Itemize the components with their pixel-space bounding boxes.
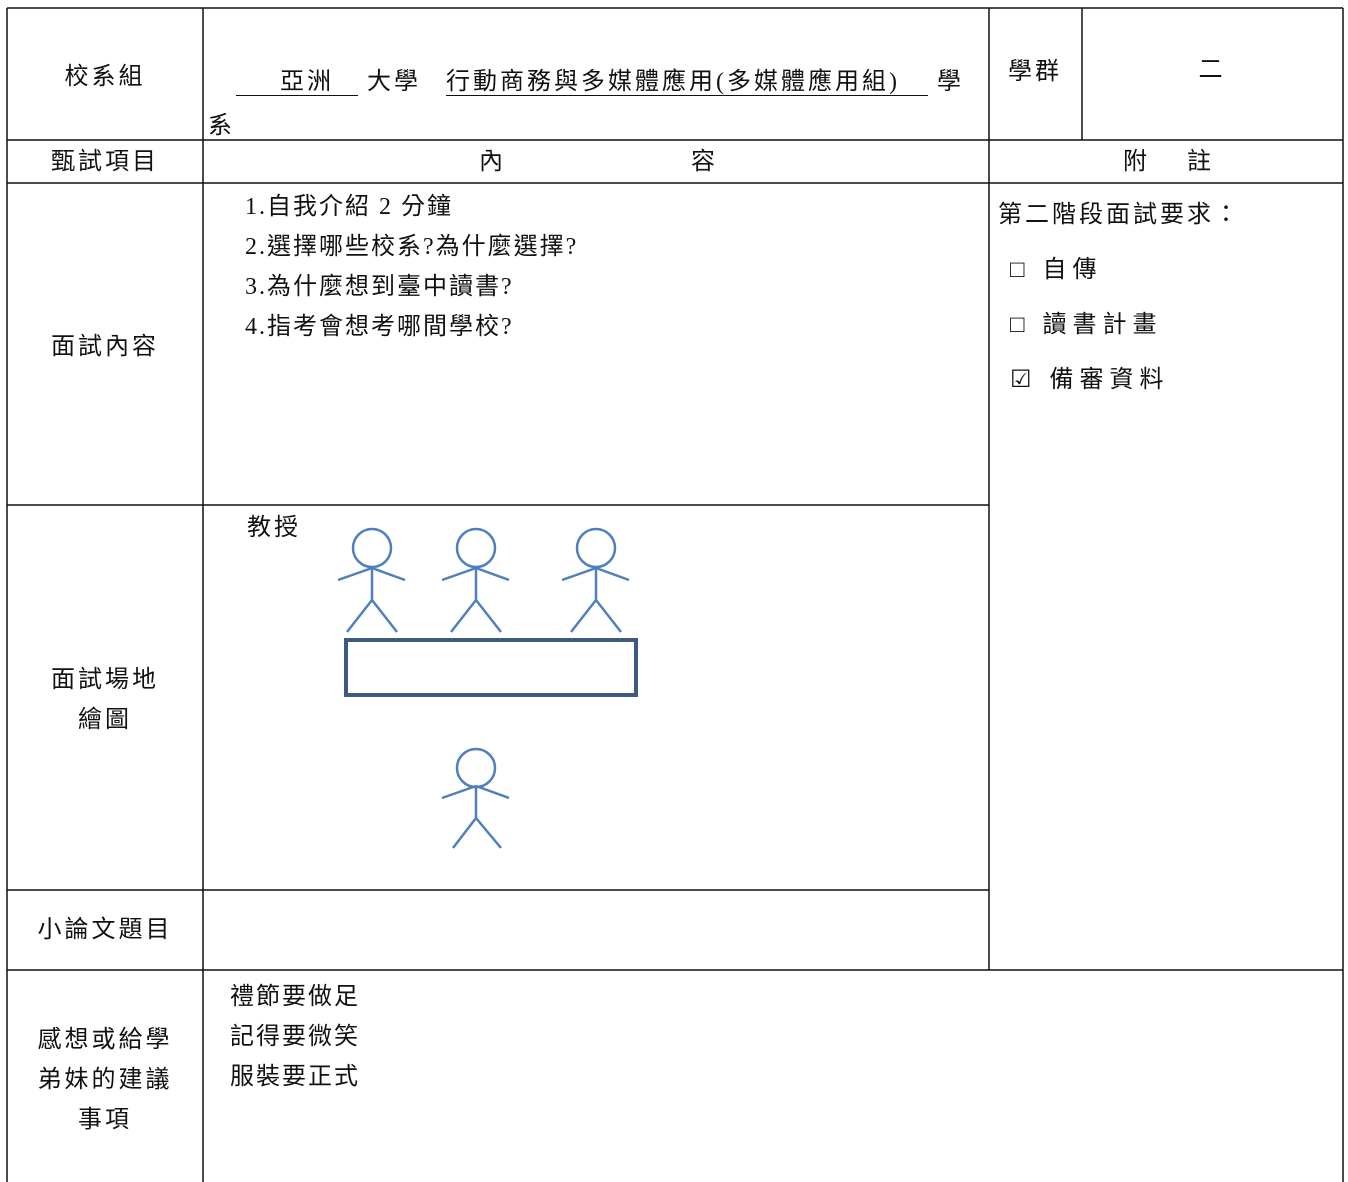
advice-label-line: 弟妹的建議 (37, 1067, 173, 1093)
university-suffix: 大學 (367, 69, 421, 95)
notes-list: □ 自傳 □ 讀書計畫 ☑ 備審資料 (1010, 243, 1170, 408)
essay-label: 小論文題目 (37, 917, 173, 943)
question: 4.指考會想考哪間學校? (245, 314, 514, 340)
advice-list: 禮節要做足記得要微笑服裝要正式 (230, 977, 360, 1097)
table-drawing (344, 638, 638, 697)
venue-label-line: 繪圖 (78, 707, 132, 733)
question-list: 1.自我介紹 2 分鐘 2.選擇哪些校系?為什麼選擇? 3.為什麼想到臺中讀書? 4.… (245, 187, 578, 347)
note-item: □ 讀書計畫 (1010, 312, 1163, 338)
question: 1.自我介紹 2 分鐘 (245, 194, 453, 220)
question: 2.選擇哪些校系?為什麼選擇? (245, 234, 579, 260)
advice-line: 服裝要正式 (230, 1064, 360, 1090)
column-item: 甄試項目 (51, 149, 159, 175)
note-item: ☑ 備審資料 (1010, 367, 1170, 393)
column-note: 附註 (1123, 149, 1251, 175)
advice-line: 記得要微笑 (230, 1024, 360, 1050)
group-value: 二 (1198, 57, 1226, 83)
group-label: 學群 (1008, 59, 1062, 85)
question: 3.為什麼想到臺中讀書? (245, 274, 514, 300)
venue-label: 面試場地 繪圖 (51, 660, 159, 740)
note-item: □ 自傳 (1010, 257, 1103, 283)
professor-label: 教授 (247, 515, 301, 541)
notes-title: 第二階段面試要求： (998, 202, 1241, 228)
advice-label-line: 事項 (78, 1107, 132, 1133)
department: 行動商務與多媒體應用(多媒體應用組) (446, 69, 928, 96)
school-label: 校系組 (64, 64, 146, 90)
school-line: 亞洲 大學 行動商務與多媒體應用(多媒體應用組) 學系 (208, 60, 978, 148)
advice-label: 感想或給學弟妹的建議事項 (38, 1020, 173, 1140)
advice-label-line: 感想或給學 (37, 1027, 173, 1053)
interview-label: 面試內容 (51, 334, 159, 360)
venue-drawing (337, 527, 630, 849)
university: 亞洲 (236, 69, 358, 96)
venue-label-line: 面試場地 (51, 667, 159, 693)
department-suffix: 學系 (208, 69, 964, 139)
advice-line: 禮節要做足 (230, 984, 360, 1010)
column-content: 內容 (479, 149, 903, 175)
